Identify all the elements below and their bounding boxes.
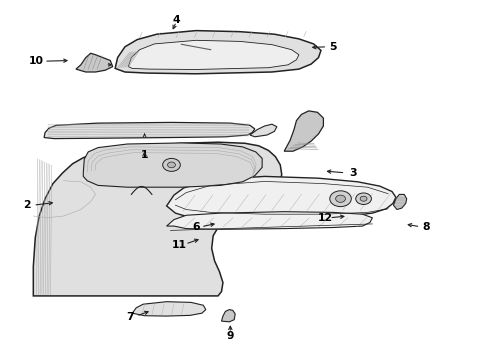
Text: 11: 11 (172, 240, 186, 250)
Polygon shape (167, 176, 396, 220)
Circle shape (356, 193, 371, 204)
Text: 10: 10 (29, 56, 44, 66)
Polygon shape (132, 302, 206, 316)
Circle shape (163, 158, 180, 171)
Text: 8: 8 (422, 222, 430, 232)
Text: 9: 9 (226, 330, 234, 341)
Polygon shape (167, 212, 372, 229)
Text: 1: 1 (141, 150, 148, 160)
Circle shape (330, 191, 351, 207)
Text: 3: 3 (349, 168, 357, 178)
Text: 6: 6 (192, 222, 200, 232)
Polygon shape (284, 111, 323, 151)
Polygon shape (44, 122, 255, 139)
Polygon shape (393, 194, 407, 210)
Polygon shape (76, 53, 113, 72)
Text: 7: 7 (126, 312, 134, 322)
Polygon shape (33, 142, 282, 296)
Text: 5: 5 (329, 42, 337, 52)
Text: 2: 2 (23, 200, 31, 210)
Polygon shape (83, 143, 262, 187)
Circle shape (336, 195, 345, 202)
Polygon shape (128, 40, 299, 69)
Circle shape (168, 162, 175, 168)
Text: 12: 12 (318, 213, 333, 223)
Text: 4: 4 (172, 15, 180, 25)
Polygon shape (250, 124, 277, 137)
Polygon shape (221, 310, 235, 322)
Polygon shape (115, 31, 321, 74)
Circle shape (360, 196, 367, 201)
